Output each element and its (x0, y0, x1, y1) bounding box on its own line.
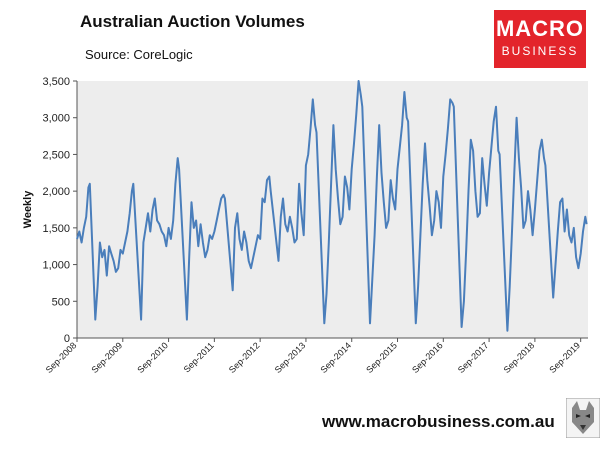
x-tick-label: Sep-2015 (364, 340, 399, 375)
x-tick-label: Sep-2009 (90, 340, 125, 375)
chart-title: Australian Auction Volumes (80, 12, 305, 31)
auction-volume-chart: 0 500 1,000 1,500 2,000 2,500 3,000 3,500 Sep-20… (22, 76, 588, 375)
x-tick-label: Sep-2018 (502, 340, 537, 375)
y-tick-label: 1,000 (42, 260, 70, 272)
y-tick-label: 0 (64, 333, 70, 345)
x-tick-label: Sep-2017 (456, 340, 491, 375)
x-tick-label: Sep-2010 (135, 340, 170, 375)
y-tick-label: 3,000 (42, 113, 70, 125)
logo-line-2: BUSINESS (501, 44, 579, 58)
plot-area (77, 81, 588, 338)
brand-logo: MACRO BUSINESS (494, 10, 586, 68)
x-tick-label: Sep-2014 (318, 340, 353, 375)
x-tick-label: Sep-2013 (273, 340, 308, 375)
y-tick-label: 500 (52, 296, 70, 308)
x-tick-label: Sep-2011 (182, 340, 216, 374)
series-line (76, 80, 588, 332)
website-link[interactable]: www.macrobusiness.com.au (322, 412, 555, 431)
y-tick-label: 2,500 (42, 149, 70, 161)
x-tick-label: Sep-2008 (44, 340, 79, 375)
y-tick-label: 3,500 (42, 76, 70, 88)
y-axis-title: Weekly (22, 190, 34, 229)
x-tick-label: Sep-2019 (547, 340, 582, 375)
y-tick-label: 2,000 (42, 186, 70, 198)
chart-source: Source: CoreLogic (85, 47, 193, 62)
wolf-icon (566, 398, 600, 438)
y-tick-label: 1,500 (42, 223, 70, 235)
x-tick-label: Sep-2012 (227, 340, 262, 375)
x-tick-label: Sep-2016 (410, 340, 445, 375)
logo-line-1: MACRO (495, 16, 585, 41)
